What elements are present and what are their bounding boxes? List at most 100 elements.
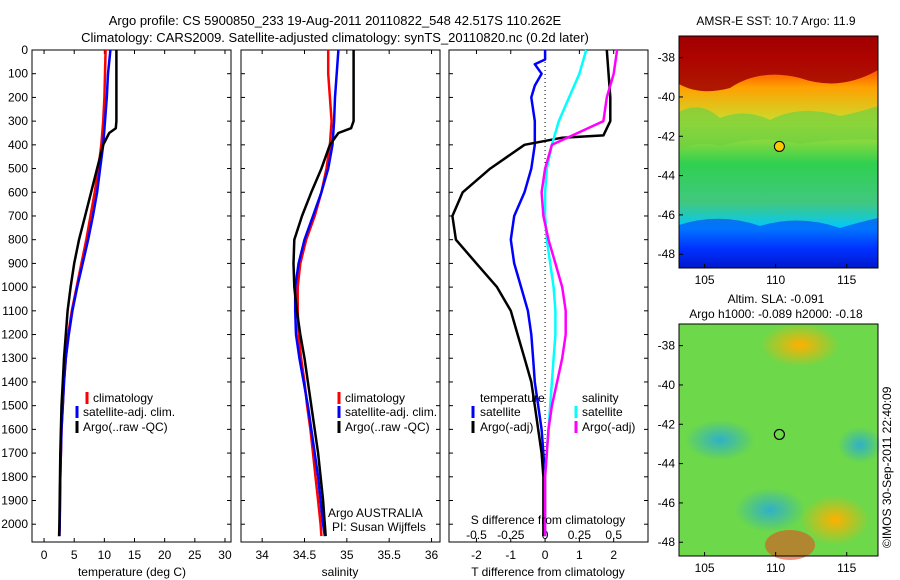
y-tick-label: 1900 bbox=[1, 494, 28, 508]
sst-map bbox=[678, 35, 879, 269]
temperature-legend-climatology: climatology bbox=[93, 391, 153, 405]
map-x-tick-label: 105 bbox=[695, 273, 715, 287]
series-line-satellite bbox=[509, 50, 547, 537]
series-line-argo bbox=[57, 50, 118, 537]
temperature-legend-satellite: satellite-adj. clim. bbox=[83, 405, 175, 419]
difference-panel-frame bbox=[448, 49, 649, 543]
map-y-tick-label: -44 bbox=[658, 457, 676, 471]
x-tick-label: 1 bbox=[576, 548, 583, 562]
map-y-tick-label: -44 bbox=[658, 169, 676, 183]
sla-map-frame bbox=[678, 323, 879, 557]
difference-legend-salinity-argo: Argo(-adj) bbox=[582, 420, 635, 434]
temperature-x-label: temperature (deg C) bbox=[78, 565, 186, 579]
x-tick-label: -2 bbox=[471, 548, 482, 562]
map-y-tick-label: -40 bbox=[658, 378, 676, 392]
sst-map-title: AMSR-E SST: 10.7 Argo: 11.9 bbox=[696, 14, 856, 28]
salinity-legend-climatology: climatology bbox=[345, 391, 405, 405]
y-tick-label: 700 bbox=[8, 209, 28, 223]
series-line-sat_salinity bbox=[543, 49, 588, 537]
map-x-tick-label: 105 bbox=[695, 561, 715, 575]
x-tick-label: 34 bbox=[255, 548, 269, 562]
salinity-annotation-float: Argo AUSTRALIA bbox=[328, 506, 423, 520]
y-tick-label: 1400 bbox=[1, 375, 28, 389]
salinity-annotation-pi: PI: Susan Wijffels bbox=[332, 520, 426, 534]
y-tick-label: 1600 bbox=[1, 422, 28, 436]
sla-low-anomaly bbox=[838, 427, 882, 463]
map-y-tick-label: -38 bbox=[658, 51, 676, 65]
map-x-tick-label: 110 bbox=[766, 561, 785, 575]
salinity-x-label: salinity bbox=[322, 565, 359, 579]
y-tick-label: 500 bbox=[8, 162, 28, 176]
x-tick-label: -1 bbox=[505, 548, 516, 562]
x-tick-label: 20 bbox=[158, 548, 172, 562]
map-y-tick-label: -46 bbox=[658, 208, 676, 222]
argo-position-marker bbox=[773, 428, 785, 441]
difference-x2-label: S difference from climatology bbox=[471, 513, 626, 527]
sla-map-title-2: Argo h1000: -0.089 h2000: -0.18 bbox=[689, 307, 863, 321]
difference-x-label: T difference from climatology bbox=[471, 565, 625, 579]
difference-legend-temperature-satellite: satellite bbox=[480, 405, 521, 419]
x-tick-label: 10 bbox=[98, 548, 112, 562]
x2-tick-label: 0.5 bbox=[605, 528, 622, 542]
salinity-plot: 34 34.5 35 35.5 36 bbox=[241, 49, 440, 562]
y-tick-label: 600 bbox=[8, 185, 28, 199]
x-tick-label: 34.5 bbox=[293, 548, 317, 562]
sla-map-axes: 105 110 115 -38 -40 -42 -44 -46 -48 bbox=[658, 339, 857, 575]
y-tick-label: 1800 bbox=[1, 470, 28, 484]
temperature-legend-argo: Argo(..raw -QC) bbox=[83, 420, 168, 434]
x-tick-label: 15 bbox=[128, 548, 142, 562]
sla-map-title-1: Altim. SLA: -0.091 bbox=[728, 292, 825, 306]
y-tick-label: 200 bbox=[8, 90, 28, 104]
x-tick-label: 0 bbox=[542, 548, 549, 562]
map-y-tick-label: -42 bbox=[658, 417, 676, 431]
y-tick-label: 800 bbox=[8, 233, 28, 247]
y-tick-label: 1200 bbox=[1, 328, 28, 342]
series-line-climatology bbox=[296, 50, 333, 537]
difference-legend-temperature-argo: Argo(-adj) bbox=[480, 420, 533, 434]
x-tick-label: 35.5 bbox=[378, 548, 402, 562]
y-tick-label: 1300 bbox=[1, 351, 28, 365]
title-line-1: Argo profile: CS 5900850_233 19-Aug-2011… bbox=[109, 13, 562, 28]
temperature-panel-frame bbox=[31, 49, 232, 543]
sla-high-anomaly bbox=[800, 495, 870, 545]
title-line-2: Climatology: CARS2009. Satellite-adjuste… bbox=[81, 30, 589, 45]
y-tick-label: 2000 bbox=[1, 517, 28, 531]
y-tick-label: 1000 bbox=[1, 280, 28, 294]
y-tick-label: 400 bbox=[8, 138, 28, 152]
x-tick-label: 0 bbox=[41, 548, 48, 562]
series-line-argo bbox=[292, 50, 355, 537]
y-tick-label: 1700 bbox=[1, 446, 28, 460]
difference-legend-temperature-header: temperature bbox=[480, 391, 545, 405]
sla-low-anomaly bbox=[685, 420, 755, 460]
sla-low-anomaly bbox=[735, 488, 805, 532]
imos-timestamp: ©IMOS 30-Sep-2011 22:40:09 bbox=[880, 386, 894, 548]
temperature-plot: 0100200300400500600700800900100011001200… bbox=[1, 43, 232, 562]
y-tick-label: 100 bbox=[8, 67, 28, 81]
x-tick-label: 36 bbox=[425, 548, 439, 562]
sst-cold-band bbox=[679, 218, 878, 268]
sla-map bbox=[678, 323, 882, 560]
salinity-legend-satellite: satellite-adj. clim. bbox=[345, 405, 437, 419]
y-tick-label: 1500 bbox=[1, 399, 28, 413]
x-tick-label: 25 bbox=[188, 548, 202, 562]
map-x-tick-label: 115 bbox=[837, 273, 856, 287]
x-tick-label: 30 bbox=[218, 548, 232, 562]
y-tick-label: 300 bbox=[8, 114, 28, 128]
x-tick-label: 2 bbox=[610, 548, 617, 562]
series-line-argo_salinity bbox=[540, 49, 619, 537]
x2-tick-label: -0.25 bbox=[497, 528, 525, 542]
sst-map-axes: 105 110 115 -38 -40 -42 -44 -46 -48 bbox=[658, 51, 857, 287]
x-tick-label: 5 bbox=[71, 548, 78, 562]
map-y-tick-label: -38 bbox=[658, 339, 676, 353]
x2-tick-label: -0.5 bbox=[466, 528, 487, 542]
sst-map-frame bbox=[678, 35, 879, 269]
y-tick-label: 0 bbox=[21, 43, 28, 57]
map-y-tick-label: -40 bbox=[658, 90, 676, 104]
series-line-argo bbox=[451, 49, 612, 537]
map-y-tick-label: -46 bbox=[658, 496, 676, 510]
map-y-tick-label: -42 bbox=[658, 129, 676, 143]
salinity-legend: climatology satellite-adj. clim. Argo(..… bbox=[328, 391, 437, 534]
salinity-panel-frame bbox=[240, 49, 441, 543]
